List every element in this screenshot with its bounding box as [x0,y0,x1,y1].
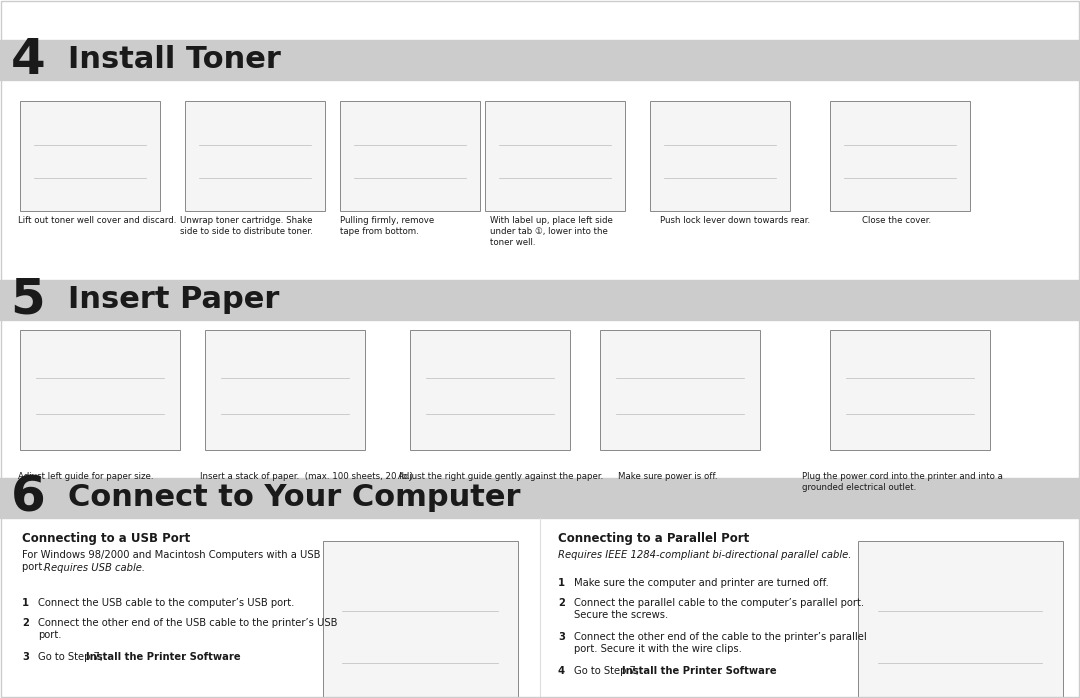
Text: 4: 4 [558,666,565,676]
Text: Plug the power cord into the printer and into a
grounded electrical outlet.: Plug the power cord into the printer and… [802,472,1003,492]
Bar [650,101,789,211]
Text: Connect the USB cable to the computer’s USB port.: Connect the USB cable to the computer’s … [38,598,295,608]
Bar [831,330,990,450]
Text: 2: 2 [558,598,565,608]
Text: 4: 4 [11,36,45,84]
Bar [185,101,325,211]
Text: Connecting to a USB Port: Connecting to a USB Port [22,532,190,545]
Text: 1: 1 [558,578,565,588]
Text: Pulling firmly, remove
tape from bottom.: Pulling firmly, remove tape from bottom. [340,216,434,236]
Text: 2: 2 [22,618,29,628]
Bar [323,540,517,698]
Bar [0,280,1080,320]
Bar [340,101,480,211]
Text: Connect the parallel cable to the computer’s parallel port.
Secure the screws.: Connect the parallel cable to the comput… [573,598,864,621]
Text: Adjust the right guide gently against the paper.: Adjust the right guide gently against th… [399,472,604,481]
Text: .: . [719,666,723,676]
Text: Requires USB cable.: Requires USB cable. [43,563,145,573]
Text: Adjust left guide for paper size.: Adjust left guide for paper size. [18,472,153,481]
Bar [205,330,365,450]
Bar [600,330,760,450]
Text: Make sure power is off.: Make sure power is off. [618,472,717,481]
Text: Go to Step 7,: Go to Step 7, [38,652,106,662]
Text: Insert Paper: Insert Paper [68,285,280,315]
Text: Unwrap toner cartridge. Shake
side to side to distribute toner.: Unwrap toner cartridge. Shake side to si… [180,216,313,236]
Bar [21,101,160,211]
Bar [0,80,1080,280]
Text: Push lock lever down towards rear.: Push lock lever down towards rear. [660,216,810,225]
Bar [0,320,1080,520]
Bar [0,478,1080,518]
Text: Connect the other end of the USB cable to the printer’s USB
port.: Connect the other end of the USB cable t… [38,618,337,640]
Text: Install the Printer Software: Install the Printer Software [86,652,241,662]
Text: Close the cover.: Close the cover. [862,216,931,225]
Text: Make sure the computer and printer are turned off.: Make sure the computer and printer are t… [573,578,828,588]
Bar [485,101,625,211]
Text: With label up, place left side
under tab ①, lower into the
toner well.: With label up, place left side under tab… [490,216,612,247]
Text: 6: 6 [11,474,45,522]
Bar [410,330,570,450]
Bar [21,330,180,450]
Text: Install the Printer Software: Install the Printer Software [622,666,777,676]
Bar [831,101,970,211]
Text: 1: 1 [22,598,29,608]
Text: Install Toner: Install Toner [68,45,281,75]
Text: Connecting to a Parallel Port: Connecting to a Parallel Port [558,532,750,545]
Bar [0,40,1080,80]
Text: 3: 3 [22,652,29,662]
Text: Lift out toner well cover and discard.: Lift out toner well cover and discard. [18,216,176,225]
Bar [0,518,1080,698]
Text: 5: 5 [11,276,45,324]
Bar [858,540,1063,698]
Text: Insert a stack of paper.  (max. 100 sheets, 20 lb.): Insert a stack of paper. (max. 100 sheet… [200,472,413,481]
Text: Connect the other end of the cable to the printer’s parallel
port. Secure it wit: Connect the other end of the cable to th… [573,632,867,655]
Text: Connect to Your Computer: Connect to Your Computer [68,484,521,512]
Text: 3: 3 [558,632,565,642]
Text: For Windows 98/2000 and Macintosh Computers with a USB
port.: For Windows 98/2000 and Macintosh Comput… [22,550,321,572]
Text: Requires IEEE 1284-compliant bi-directional parallel cable.: Requires IEEE 1284-compliant bi-directio… [558,550,851,560]
Text: .: . [184,652,187,662]
Text: Go to Step 7,: Go to Step 7, [573,666,643,676]
